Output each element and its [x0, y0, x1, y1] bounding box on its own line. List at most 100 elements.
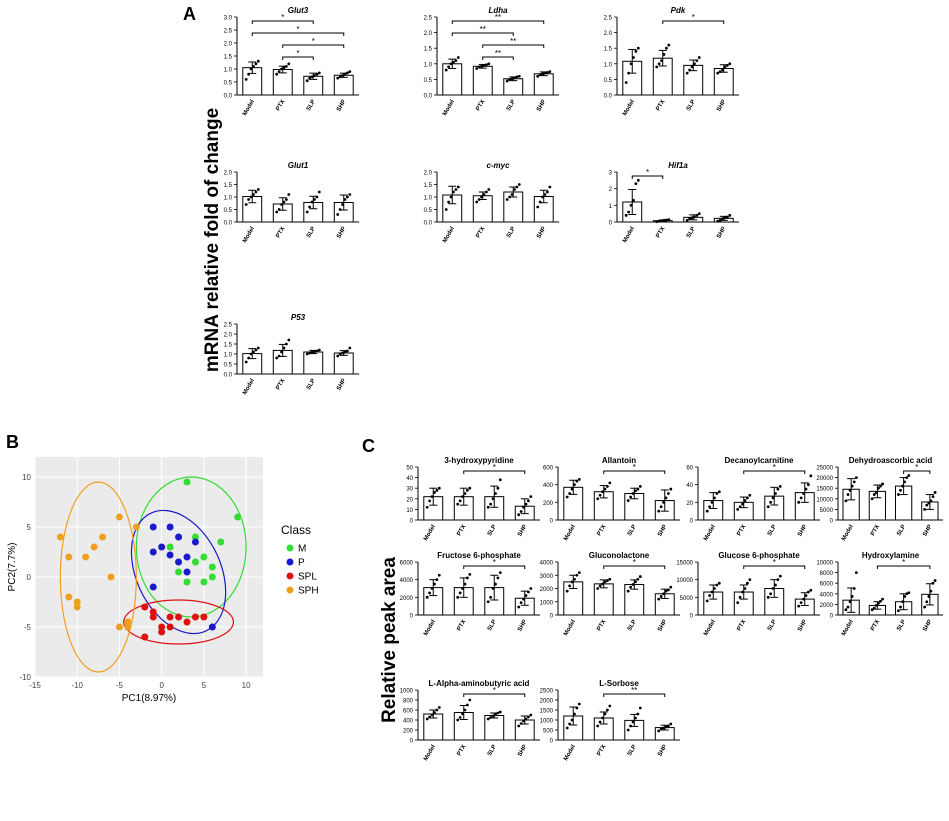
y-tick-label: 400	[543, 483, 554, 489]
data-point	[717, 581, 721, 585]
y-tick-label: 10	[22, 473, 31, 482]
data-point	[548, 70, 552, 73]
data-point	[903, 595, 907, 598]
category-label: Model	[703, 619, 717, 637]
category-label: SHP	[336, 378, 347, 392]
data-point	[738, 595, 742, 599]
pca-background	[35, 457, 263, 677]
data-point	[428, 591, 432, 595]
scatter-point	[200, 613, 208, 621]
data-point	[447, 65, 451, 69]
data-point	[806, 483, 810, 487]
data-point	[695, 213, 699, 217]
y-tick-label: 2000	[540, 699, 554, 705]
data-point	[489, 716, 493, 719]
data-point	[669, 722, 673, 726]
scatter-point	[208, 623, 216, 631]
data-point	[669, 487, 673, 491]
data-point	[305, 352, 309, 356]
significance-label: *	[493, 558, 496, 567]
data-point	[522, 719, 525, 723]
chart-sorbose: L-Sorbose 0 500 1000 1500 2000 2500 Model PTX SLP…	[540, 679, 680, 762]
y-tick-label: 5000	[680, 596, 694, 602]
chart-pdk: Pdk 0.0 0.5 1.0 1.5 2.0 2.5 Model PTX SLP SHP *	[604, 6, 739, 117]
data-point	[519, 510, 523, 513]
chart-title: Glucose 6-phosphate	[718, 551, 800, 560]
data-point	[662, 592, 665, 596]
data-point	[310, 200, 314, 204]
data-point	[660, 59, 663, 63]
data-point	[456, 595, 460, 599]
data-point	[475, 67, 479, 70]
data-point	[923, 508, 927, 511]
panel-c-ylabel: Relative peak area	[379, 557, 400, 723]
data-point	[636, 487, 640, 491]
data-point	[745, 581, 749, 585]
category-label: SHP	[657, 619, 668, 633]
significance-label: **	[480, 25, 486, 34]
data-point	[458, 591, 462, 595]
data-point	[662, 500, 665, 504]
data-point	[548, 185, 552, 189]
data-point	[282, 66, 286, 70]
data-point	[708, 505, 712, 509]
y-tick-label: 2.0	[224, 333, 233, 339]
data-point	[461, 712, 464, 716]
data-point	[667, 218, 671, 222]
chart-hydroxylamine: Hydroxylamine 0 2000 4000 6000 8000 10000 Model…	[816, 551, 943, 637]
data-point	[486, 600, 490, 604]
data-point	[247, 356, 251, 360]
data-point	[802, 492, 805, 495]
data-point	[664, 725, 668, 729]
data-point	[468, 572, 472, 576]
data-point	[526, 715, 530, 719]
significance-bracket	[662, 20, 725, 24]
data-point	[310, 75, 314, 79]
category-label: Model	[563, 524, 577, 542]
data-point	[435, 578, 439, 582]
data-point	[745, 496, 749, 500]
category-label: SLP	[306, 226, 317, 239]
category-label: PTX	[456, 744, 467, 757]
y-tick-label: 1.5	[604, 47, 613, 53]
category-label: SLP	[506, 226, 517, 239]
data-point	[348, 193, 352, 196]
data-point	[879, 484, 882, 488]
data-point	[338, 75, 342, 79]
data-point	[664, 46, 668, 50]
data-point	[636, 46, 640, 50]
y-tick-label: 0.0	[224, 94, 233, 100]
data-point	[313, 198, 316, 201]
data-point	[881, 597, 884, 601]
data-point	[308, 351, 312, 355]
category-label: SLP	[686, 99, 697, 112]
chart-fructose6p: Fructose 6-phosphate 0 2000 4000 6000 Model PT…	[400, 551, 540, 637]
y-tick-label: 0.0	[424, 94, 433, 100]
significance-label: *	[493, 686, 496, 695]
data-point	[280, 350, 283, 354]
significance-bracket	[463, 693, 526, 697]
data-point	[846, 605, 850, 609]
data-point	[447, 200, 451, 204]
data-point	[629, 724, 633, 728]
scatter-point	[175, 533, 183, 541]
scatter-point	[217, 538, 225, 546]
data-point	[275, 210, 279, 214]
y-tick-label: 15000	[676, 561, 693, 567]
data-point	[598, 584, 602, 588]
data-point	[428, 715, 432, 719]
x-tick-label: 5	[202, 681, 207, 690]
data-point	[666, 588, 670, 592]
legend-swatch	[286, 586, 294, 594]
data-point	[517, 605, 521, 609]
data-point	[433, 491, 436, 494]
y-tick-label: 5	[27, 523, 32, 532]
data-point	[315, 72, 319, 76]
data-point	[536, 74, 540, 78]
data-point	[624, 81, 628, 84]
data-point	[907, 474, 911, 477]
scatter-point	[158, 628, 166, 636]
data-point	[247, 198, 251, 201]
significance-label: *	[312, 37, 315, 46]
data-point	[491, 587, 495, 590]
